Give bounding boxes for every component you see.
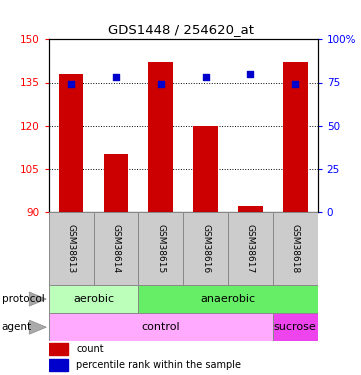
Text: GSM38618: GSM38618 (291, 224, 300, 273)
Text: anaerobic: anaerobic (200, 294, 256, 304)
Bar (273, 313, 318, 341)
Bar (138, 285, 318, 313)
Polygon shape (29, 320, 46, 334)
Text: agent: agent (2, 322, 32, 332)
Bar (238, 206, 263, 212)
Text: aerobic: aerobic (73, 294, 114, 304)
Text: GSM38615: GSM38615 (156, 224, 165, 273)
Bar (104, 154, 128, 212)
Text: control: control (142, 322, 180, 332)
Bar (183, 212, 228, 285)
Bar (49, 285, 138, 313)
Point (292, 81, 298, 87)
Point (203, 74, 209, 80)
Point (113, 74, 119, 80)
Point (248, 71, 253, 77)
Bar (193, 126, 218, 212)
Text: protocol: protocol (2, 294, 44, 304)
Bar (49, 344, 68, 355)
Text: GSM38616: GSM38616 (201, 224, 210, 273)
Text: GSM38617: GSM38617 (246, 224, 255, 273)
Text: sucrose: sucrose (274, 322, 317, 332)
Bar (273, 212, 318, 285)
Bar (138, 212, 183, 285)
Bar (49, 359, 68, 370)
Text: GSM38613: GSM38613 (67, 224, 76, 273)
Text: percentile rank within the sample: percentile rank within the sample (76, 360, 241, 370)
Bar (228, 212, 273, 285)
Bar (148, 62, 173, 212)
Bar (93, 212, 138, 285)
Point (158, 81, 164, 87)
Text: GSM38614: GSM38614 (112, 224, 121, 273)
Bar (283, 62, 308, 212)
Bar (59, 74, 83, 212)
Point (68, 81, 74, 87)
Text: count: count (76, 344, 104, 354)
Bar (49, 313, 273, 341)
Polygon shape (29, 292, 46, 306)
Bar (49, 212, 93, 285)
Text: GDS1448 / 254620_at: GDS1448 / 254620_at (108, 22, 253, 36)
